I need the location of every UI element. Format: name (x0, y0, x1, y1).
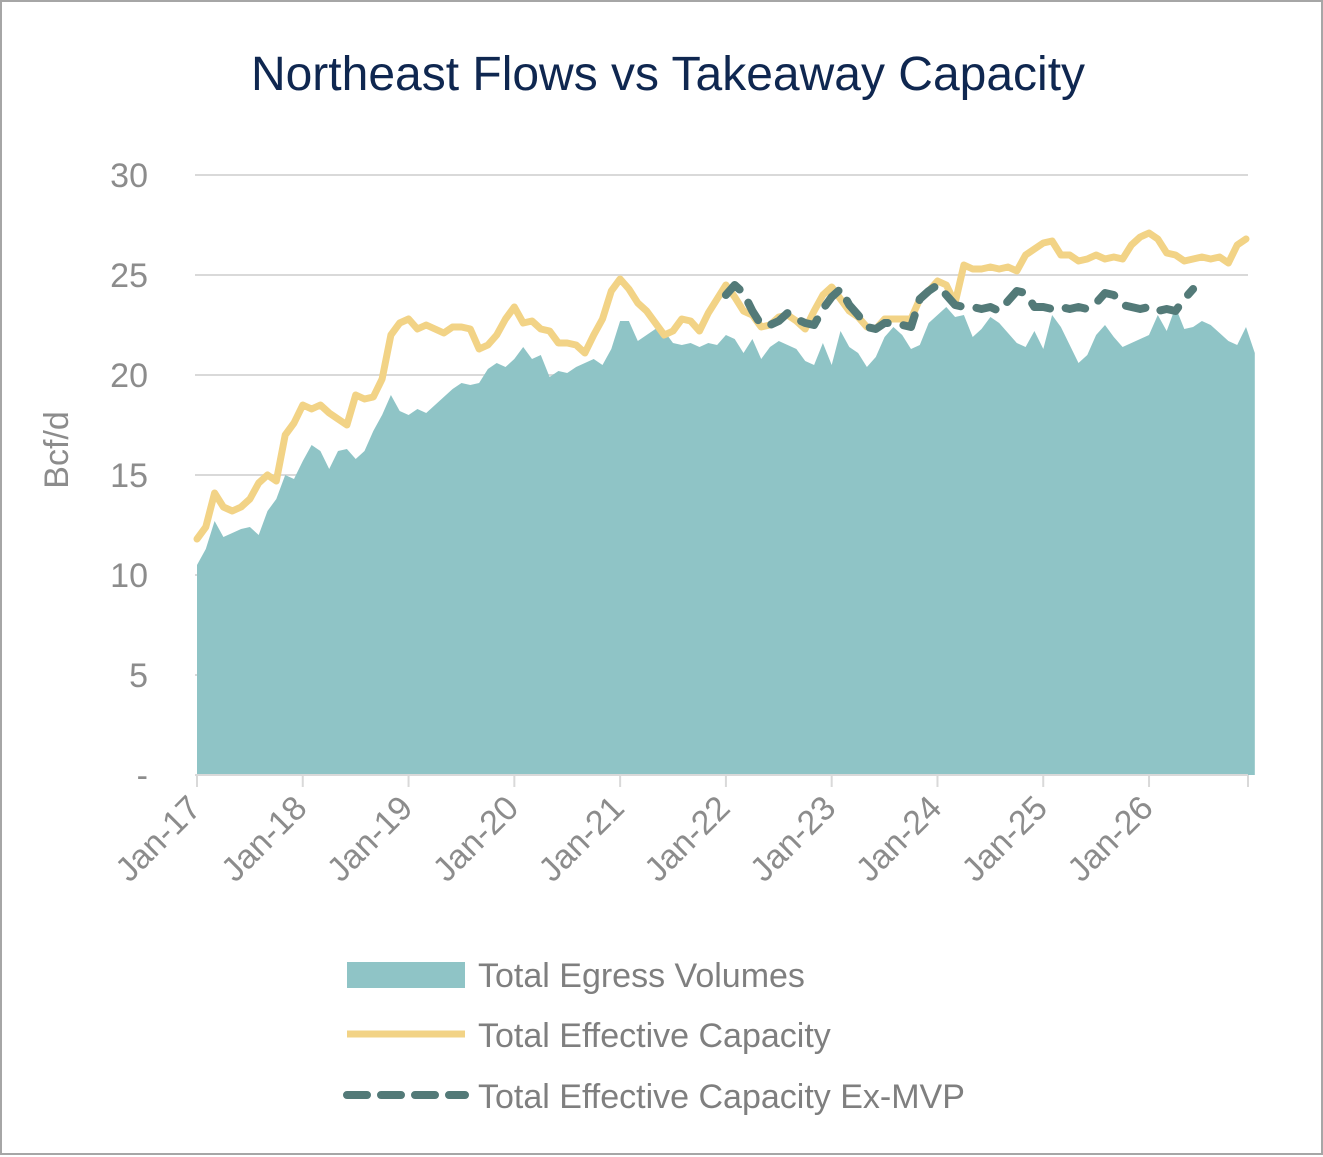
x-tick-label: Jan-24 (849, 789, 949, 889)
series-line-exmvp (721, 281, 1198, 333)
legend-label-exmvp: Total Effective Capacity Ex-MVP (478, 1078, 965, 1116)
x-tick-label: Jan-23 (743, 789, 843, 889)
legend-swatch-egress (347, 962, 465, 988)
x-tick-label: Jan-25 (955, 789, 1055, 889)
series-area-egress (197, 307, 1255, 775)
x-axis-ticks: Jan-17 Jan-18 Jan-19 Jan-20 Jan-21 Jan-22 Jan-… (108, 775, 1249, 889)
x-tick-label: Jan-17 (108, 789, 208, 889)
y-tick-label: 15 (110, 457, 148, 495)
y-tick-label: 25 (110, 257, 148, 295)
x-tick-label: Jan-22 (637, 789, 737, 889)
series-line-capacity (193, 229, 1250, 543)
x-tick-label: Jan-26 (1060, 789, 1160, 889)
y-axis-label: Bcf/d (38, 411, 76, 488)
y-tick-label: 5 (129, 657, 148, 695)
x-tick-label: Jan-18 (214, 789, 314, 889)
y-axis-ticks: - 5 10 15 20 25 30 (110, 157, 148, 795)
y-tick-label: - (137, 757, 148, 795)
chart-title: Northeast Flows vs Takeaway Capacity (251, 48, 1085, 101)
y-tick-label: 10 (110, 557, 148, 595)
legend: Total Egress Volumes Total Effective Cap… (343, 957, 965, 1116)
x-tick-label: Jan-20 (426, 789, 526, 889)
series-layer (193, 229, 1255, 775)
y-tick-label: 30 (110, 157, 148, 195)
x-tick-label: Jan-19 (320, 789, 420, 889)
legend-label-egress: Total Egress Volumes (478, 957, 805, 995)
legend-label-capacity: Total Effective Capacity (478, 1017, 831, 1055)
x-tick-label: Jan-21 (531, 789, 631, 889)
y-tick-label: 20 (110, 357, 148, 395)
